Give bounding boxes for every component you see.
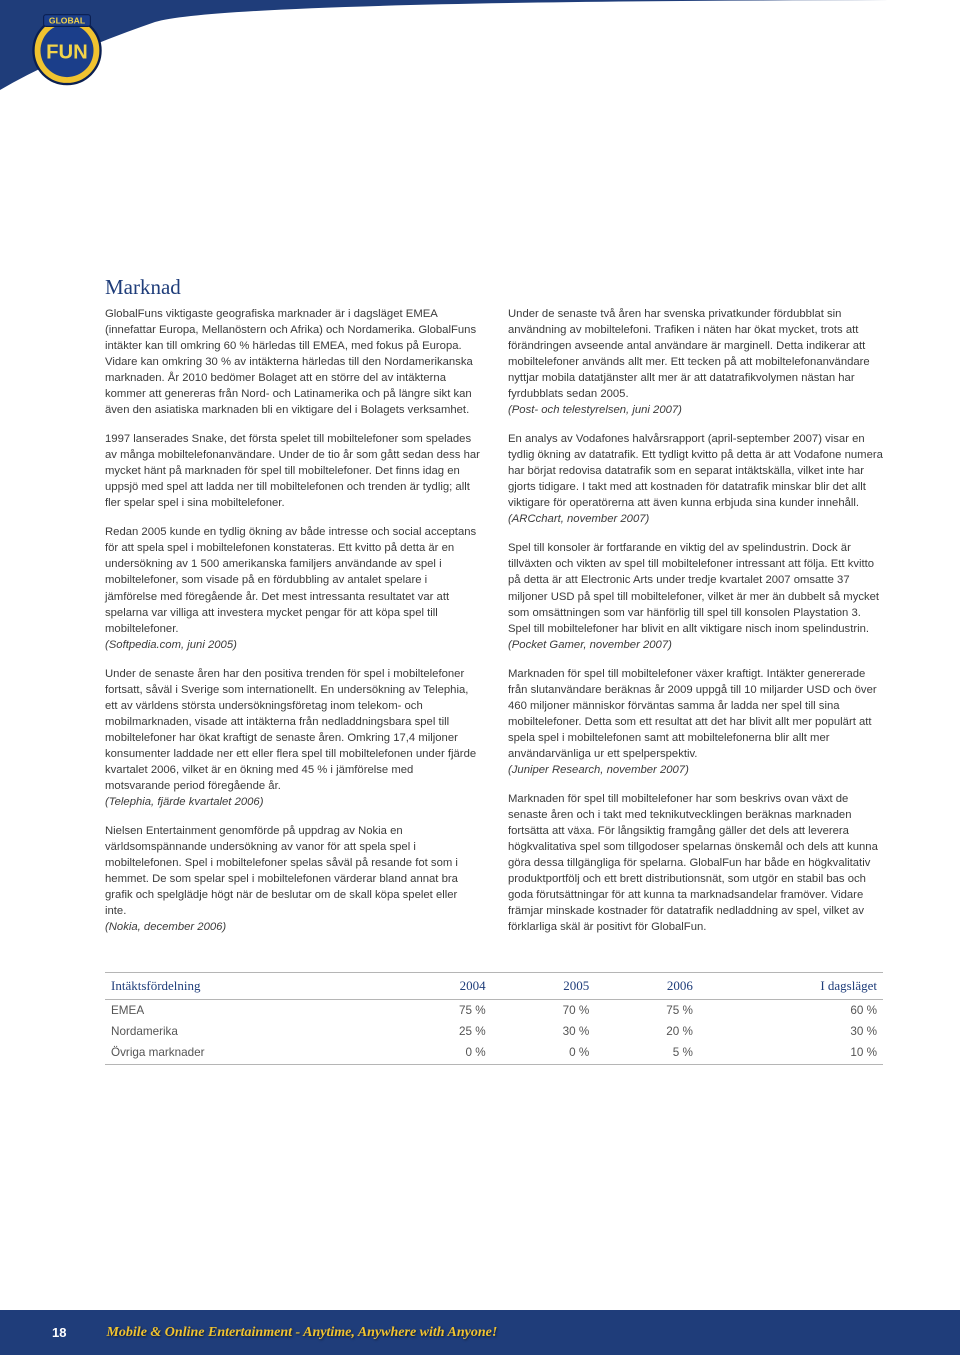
page-footer: 18 Mobile & Online Entertainment - Anyti…	[0, 1310, 960, 1355]
citation: (Telephia, fjärde kvartalet 2006)	[105, 794, 480, 810]
revenue-table: Intäktsfördelning200420052006I dagsläget…	[105, 972, 883, 1065]
paragraph-text: Redan 2005 kunde en tydlig ökning av båd…	[105, 526, 476, 634]
paragraph: GlobalFuns viktigaste geografiska markna…	[105, 306, 480, 418]
main-content: Marknad GlobalFuns viktigaste geografisk…	[105, 275, 883, 1065]
table-cell: Nordamerika	[105, 1021, 388, 1042]
paragraph: Marknaden för spel till mobiltelefoner h…	[508, 791, 883, 935]
body-columns: GlobalFuns viktigaste geografiska markna…	[105, 306, 883, 948]
paragraph: 1997 lanserades Snake, det första spelet…	[105, 431, 480, 511]
table-cell: 60 %	[699, 1000, 883, 1022]
table-header-cell: 2005	[492, 973, 596, 1000]
table-row: EMEA75 %70 %75 %60 %	[105, 1000, 883, 1022]
table-cell: 70 %	[492, 1000, 596, 1022]
paragraph: Nielsen Entertainment genomförde på uppd…	[105, 823, 480, 935]
logo-text-top: GLOBAL	[49, 15, 85, 25]
paragraph-text: Nielsen Entertainment genomförde på uppd…	[105, 825, 458, 917]
citation: (ARCchart, november 2007)	[508, 511, 883, 527]
table-cell: 25 %	[388, 1021, 492, 1042]
table-cell: 75 %	[388, 1000, 492, 1022]
table-header-cell: 2006	[595, 973, 699, 1000]
header-swoosh	[0, 0, 960, 120]
table-cell: 5 %	[595, 1042, 699, 1065]
table-cell: 20 %	[595, 1021, 699, 1042]
footer-tagline: Mobile & Online Entertainment - Anytime,…	[106, 1325, 497, 1341]
paragraph-text: Spel till konsoler är fortfarande en vik…	[508, 542, 879, 634]
table-header-cell: I dagsläget	[699, 973, 883, 1000]
table-cell: 10 %	[699, 1042, 883, 1065]
table-cell: 0 %	[388, 1042, 492, 1065]
table-cell: EMEA	[105, 1000, 388, 1022]
table-row: Övriga marknader0 %0 %5 %10 %	[105, 1042, 883, 1065]
paragraph-text: En analys av Vodafones halvårsrapport (a…	[508, 433, 883, 509]
paragraph-text: Under de senaste två åren har svenska pr…	[508, 308, 870, 400]
paragraph: Spel till konsoler är fortfarande en vik…	[508, 540, 883, 652]
table-cell: Övriga marknader	[105, 1042, 388, 1065]
table-header-cell: Intäktsfördelning	[105, 973, 388, 1000]
table-cell: 30 %	[699, 1021, 883, 1042]
paragraph: En analys av Vodafones halvårsrapport (a…	[508, 431, 883, 527]
citation: (Juniper Research, november 2007)	[508, 762, 883, 778]
citation: (Softpedia.com, juni 2005)	[105, 637, 480, 653]
paragraph: Under de senaste två åren har svenska pr…	[508, 306, 883, 418]
revenue-table-wrap: Intäktsfördelning200420052006I dagsläget…	[105, 972, 883, 1065]
paragraph-text: Under de senaste åren har den positiva t…	[105, 668, 476, 792]
citation: (Post- och telestyrelsen, juni 2007)	[508, 402, 883, 418]
logo-text-main: FUN	[46, 41, 88, 63]
page-number: 18	[52, 1325, 66, 1340]
paragraph: Marknaden för spel till mobiltelefoner v…	[508, 666, 883, 778]
citation: (Nokia, december 2006)	[105, 919, 480, 935]
paragraph: Under de senaste åren har den positiva t…	[105, 666, 480, 810]
paragraph-text: Marknaden för spel till mobiltelefoner v…	[508, 668, 877, 760]
globalfun-logo: GLOBAL FUN	[28, 10, 106, 88]
table-cell: 75 %	[595, 1000, 699, 1022]
citation: (Pocket Gamer, november 2007)	[508, 637, 883, 653]
paragraph: Redan 2005 kunde en tydlig ökning av båd…	[105, 524, 480, 652]
table-cell: 30 %	[492, 1021, 596, 1042]
table-header-cell: 2004	[388, 973, 492, 1000]
page-heading: Marknad	[105, 275, 883, 300]
table-row: Nordamerika25 %30 %20 %30 %	[105, 1021, 883, 1042]
table-cell: 0 %	[492, 1042, 596, 1065]
